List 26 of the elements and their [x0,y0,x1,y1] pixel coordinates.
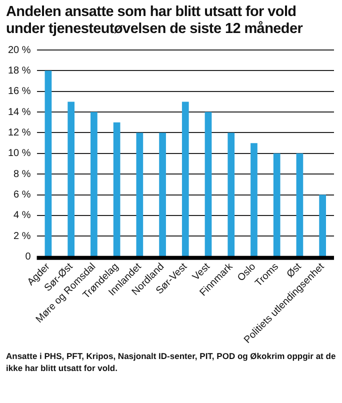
bar [136,132,144,257]
bar [90,112,98,257]
bar [273,153,280,257]
y-tick-label: 0 [25,252,32,263]
y-tick-label: 16 % [8,86,31,98]
bar [182,102,189,257]
bar [113,122,120,257]
bar [204,112,212,257]
bar [68,102,75,257]
text: Ansatte i PHS, PFT, Kripos, Nasjonalt ID-senter, PIT, POD og Økokrim oppgir at de ikke har blitt utsatt for vold. [5,350,337,374]
bar [44,70,52,257]
chart-title: Andelen ansatte som har blitt utsatt for vold under tjenesteutøvelsen de siste 12 måneder [5,3,304,38]
y-tick-label: 18 % [8,65,31,76]
y-tick-label: 20 % [8,44,31,56]
y-tick-label: 8 % [14,168,31,180]
bar [319,194,326,257]
y-tick-label: 10 % [8,148,31,160]
bar [296,153,304,257]
y-tick-label: 2 % [14,230,31,242]
y-tick-label: 4 % [14,210,31,222]
bar [228,132,235,257]
y-tick-label: 6 % [14,190,31,201]
y-tick-label: 12 % [8,127,31,138]
bar [159,132,166,257]
bar [250,143,258,257]
y-tick-label: 14 % [8,106,31,118]
